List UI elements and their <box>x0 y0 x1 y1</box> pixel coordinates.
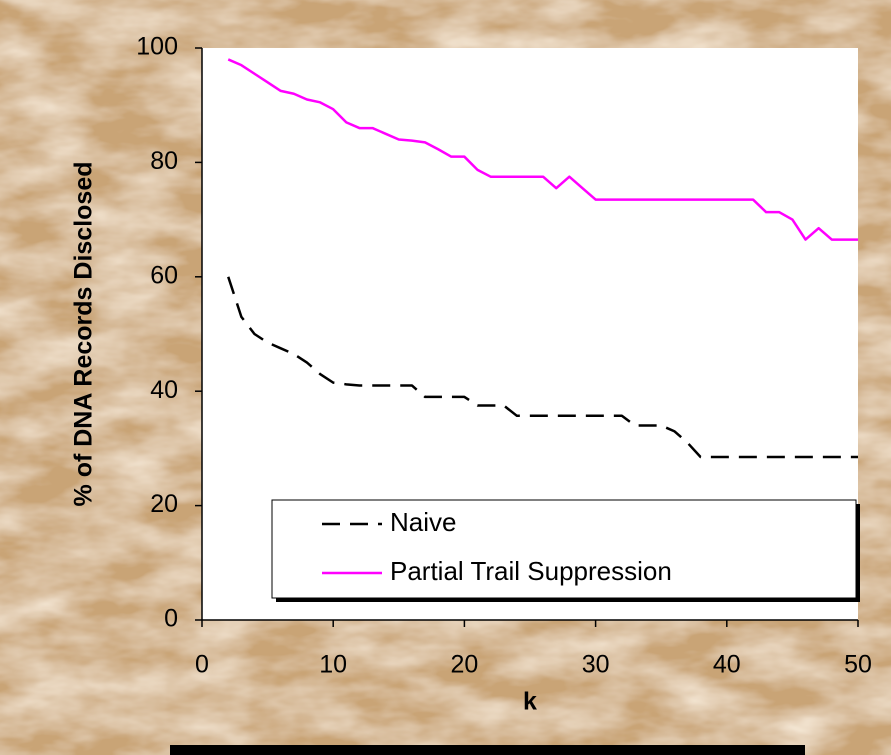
y-tick-label: 80 <box>150 147 178 175</box>
x-tick-label: 50 <box>844 651 872 679</box>
legend-box <box>271 499 857 599</box>
x-tick-label: 0 <box>195 651 209 679</box>
series-line <box>227 58 858 241</box>
x-tick-label: 40 <box>713 651 741 679</box>
series-line <box>227 276 858 459</box>
y-tick-label: 0 <box>164 605 178 633</box>
y-tick-label: 60 <box>150 261 178 289</box>
y-tick-label: 40 <box>150 376 178 404</box>
y-tick-label: 100 <box>136 33 178 61</box>
x-axis-label: k <box>523 688 537 716</box>
y-tick-label: 20 <box>150 490 178 518</box>
y-axis-label: % of DNA Records Disclosed <box>70 162 98 507</box>
x-tick-label: 20 <box>450 651 478 679</box>
legend-label: Partial Trail Suppression <box>390 556 672 586</box>
x-tick-label: 10 <box>319 651 347 679</box>
bottom-bar <box>170 745 805 755</box>
legend-label: Naive <box>390 507 456 537</box>
x-tick-label: 30 <box>582 651 610 679</box>
